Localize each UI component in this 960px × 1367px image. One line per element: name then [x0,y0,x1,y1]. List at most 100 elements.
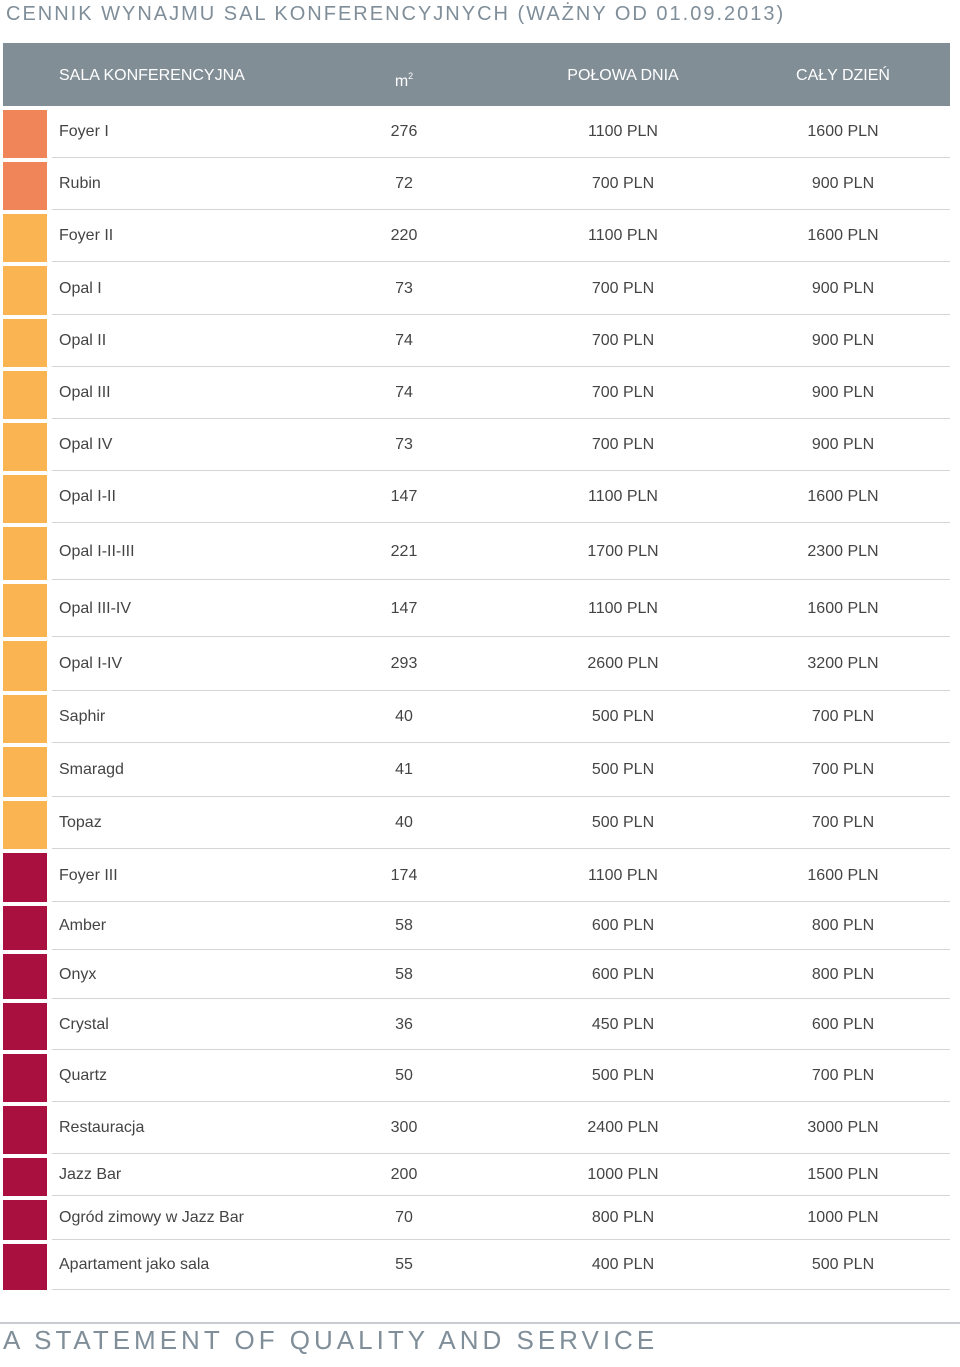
full-day-price: 1600 PLN [807,866,879,884]
room-area: 74 [395,332,413,349]
category-color-swatch [3,162,47,210]
full-day-price: 1600 PLN [807,599,879,617]
table-row: Foyer II 220 1100 PLN 1600 PLN [0,210,960,262]
room-name: Opal II [59,332,107,349]
table-row: Opal IV 73 700 PLN 900 PLN [0,419,960,471]
row-divider [52,1195,950,1196]
table-row: Ogród zimowy w Jazz Bar 70 800 PLN 1000 PLN [0,1196,960,1240]
half-day-price: 1100 PLN [588,123,658,140]
table-row: Apartament jako sala 55 400 PLN 500 PLN [0,1240,960,1290]
page-title: CENNIK WYNAJMU SAL KONFERENCYJNYCH (WAŻN… [6,3,786,25]
row-divider [52,901,950,902]
full-day-price: 800 PLN [811,917,875,934]
table-row: Foyer I 276 1100 PLN 1600 PLN [0,106,960,158]
full-day-price: 900 PLN [811,332,875,349]
full-day-price: 900 PLN [811,175,875,192]
room-area: 147 [390,488,418,505]
full-day-price: 2300 PLN [807,542,879,560]
header-half-day: POŁOWA DNIA [567,67,679,84]
half-day-price: 1100 PLN [588,488,658,505]
half-day-price: 600 PLN [591,917,655,934]
row-divider [52,1289,950,1290]
half-day-price: 450 PLN [591,1015,655,1033]
table-row: Topaz 40 500 PLN 700 PLN [0,797,960,849]
room-name: Onyx [59,965,97,983]
full-day-price: 800 PLN [811,965,875,983]
room-area: 221 [390,542,418,560]
category-color-swatch [3,423,47,471]
room-name: Saphir [59,708,106,725]
full-day-price: 700 PLN [811,1067,875,1084]
room-name: Opal III [59,384,111,401]
table-row: Amber 58 600 PLN 800 PLN [0,902,960,950]
room-name: Opal III-IV [59,599,132,617]
room-name: Ogród zimowy w Jazz Bar [59,1209,244,1226]
half-day-price: 1100 PLN [588,599,658,617]
table-row: Opal III 74 700 PLN 900 PLN [0,367,960,419]
room-name: Restauracja [59,1119,145,1136]
category-color-swatch [3,266,47,315]
category-color-swatch [3,214,47,262]
category-color-swatch [3,1106,47,1154]
table-row: Opal I-II-III 221 1700 PLN 2300 PLN [0,523,960,580]
half-day-price: 400 PLN [591,1256,655,1273]
room-area: 40 [395,814,413,831]
category-color-swatch [3,584,47,637]
full-day-price: 700 PLN [811,761,875,778]
room-name: Amber [59,917,107,934]
half-day-price: 700 PLN [591,332,655,349]
row-divider [52,1101,950,1102]
category-color-swatch [3,1003,47,1050]
full-day-price: 1600 PLN [807,488,879,505]
category-color-swatch [3,475,47,523]
half-day-price: 1000 PLN [587,1166,659,1183]
room-area: 41 [395,761,413,778]
half-day-price: 2400 PLN [587,1119,659,1136]
full-day-price: 1600 PLN [807,227,879,244]
footer-tagline: A STATEMENT OF QUALITY AND SERVICE [3,1325,659,1355]
category-color-swatch [3,853,47,902]
table-row: Opal I 73 700 PLN 900 PLN [0,262,960,315]
room-area: 58 [395,965,413,983]
category-color-swatch [3,695,47,743]
room-area: 174 [390,866,418,884]
room-area: 72 [395,175,413,192]
footer-divider [0,1322,960,1324]
category-color-swatch [3,1158,47,1196]
row-divider [52,157,950,158]
category-color-swatch [3,1200,47,1240]
row-divider [52,742,950,743]
room-area: 73 [395,279,413,297]
half-day-price: 1100 PLN [588,227,658,244]
full-day-price: 500 PLN [811,1256,875,1273]
table-row: Opal I-IV 293 2600 PLN 3200 PLN [0,637,960,691]
category-color-swatch [3,641,47,691]
room-area: 58 [395,917,413,934]
row-divider [52,796,950,797]
room-area: 300 [390,1119,418,1136]
header-area-unit: m [394,73,409,90]
room-area: 220 [390,227,418,244]
row-divider [52,1239,950,1240]
room-area: 200 [390,1166,418,1183]
category-color-swatch [3,110,47,158]
header-area: m2 [383,43,425,106]
table-row: Opal I-II 147 1100 PLN 1600 PLN [0,471,960,523]
full-day-price: 1500 PLN [807,1166,879,1183]
room-name: Opal I-IV [59,655,123,672]
room-name: Opal I [59,279,102,297]
category-color-swatch [3,319,47,367]
category-color-swatch [3,954,47,999]
row-divider [52,1153,950,1154]
row-divider [52,690,950,691]
table-row: Opal II 74 700 PLN 900 PLN [0,315,960,367]
row-divider [52,998,950,999]
room-area: 50 [395,1067,413,1084]
full-day-price: 1000 PLN [807,1209,879,1226]
row-divider [52,209,950,210]
category-color-swatch [3,747,47,797]
half-day-price: 500 PLN [591,814,655,831]
half-day-price: 700 PLN [591,384,655,401]
row-divider [52,261,950,262]
table-row: Onyx 58 600 PLN 800 PLN [0,950,960,999]
